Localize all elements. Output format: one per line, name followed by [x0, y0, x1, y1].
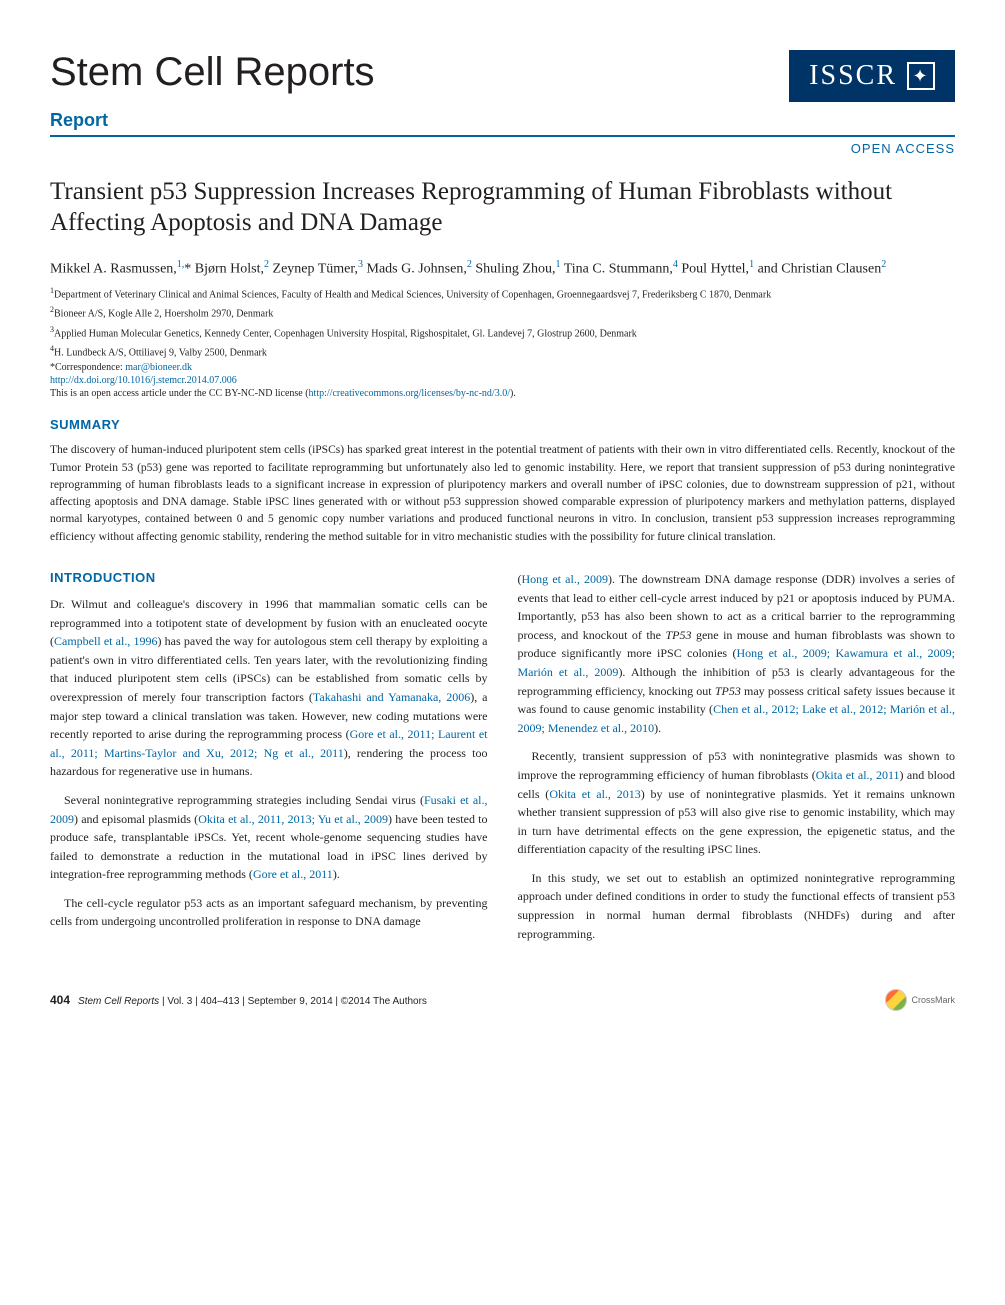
isscr-text: ISSCR — [809, 60, 897, 92]
correspondence-label: *Correspondence: — [50, 362, 125, 373]
body-paragraph: In this study, we set out to establish a… — [518, 869, 956, 943]
divider-row: OPEN ACCESS — [50, 135, 955, 156]
body-paragraph: Dr. Wilmut and colleague's discovery in … — [50, 595, 488, 781]
affiliation-line: 2Bioneer A/S, Kogle Alle 2, Hoersholm 29… — [50, 304, 955, 321]
header-row: Stem Cell Reports ISSCR ✦ — [50, 50, 955, 102]
journal-title-block: Stem Cell Reports — [50, 50, 375, 95]
isscr-icon: ✦ — [907, 62, 935, 90]
crossmark-label: CrossMark — [911, 995, 955, 1005]
isscr-badge: ISSCR ✦ — [789, 50, 955, 102]
affiliation-line: 1Department of Veterinary Clinical and A… — [50, 285, 955, 302]
license-note: This is an open access article under the… — [50, 388, 955, 399]
authors-list: Mikkel A. Rasmussen,1,* Bjørn Holst,2 Ze… — [50, 257, 955, 280]
body-paragraph: Several nonintegrative reprogramming str… — [50, 791, 488, 884]
license-prefix: This is an open access article under the… — [50, 388, 309, 399]
correspondence: *Correspondence: mar@bioneer.dk — [50, 362, 955, 373]
footer-ref: Stem Cell Reports | Vol. 3 | 404–413 | S… — [78, 996, 427, 1007]
intro-heading: INTRODUCTION — [50, 570, 488, 585]
page-number: 404 — [50, 993, 70, 1007]
journal-title: Stem Cell Reports — [50, 50, 375, 95]
article-title: Transient p53 Suppression Increases Repr… — [50, 176, 955, 239]
footer-journal: Stem Cell Reports — [78, 996, 159, 1007]
body-paragraph: (Hong et al., 2009). The downstream DNA … — [518, 570, 956, 737]
page-footer: 404 Stem Cell Reports | Vol. 3 | 404–413… — [50, 989, 955, 1011]
body-paragraph: Recently, transient suppression of p53 w… — [518, 747, 956, 859]
footer-left: 404 Stem Cell Reports | Vol. 3 | 404–413… — [50, 993, 427, 1007]
left-column: INTRODUCTION Dr. Wilmut and colleague's … — [50, 570, 488, 953]
footer-vol: | Vol. 3 | 404–413 | September 9, 2014 |… — [162, 996, 427, 1007]
summary-text: The discovery of human-induced pluripote… — [50, 442, 955, 546]
doi-link[interactable]: http://dx.doi.org/10.1016/j.stemcr.2014.… — [50, 375, 955, 386]
crossmark-icon — [885, 989, 907, 1011]
license-url[interactable]: http://creativecommons.org/licenses/by-n… — [309, 388, 510, 399]
affiliation-line: 4H. Lundbeck A/S, Ottiliavej 9, Valby 25… — [50, 343, 955, 360]
crossmark-badge[interactable]: CrossMark — [885, 989, 955, 1011]
affiliations: 1Department of Veterinary Clinical and A… — [50, 285, 955, 360]
two-column-body: INTRODUCTION Dr. Wilmut and colleague's … — [50, 570, 955, 953]
affiliation-line: 3Applied Human Molecular Genetics, Kenne… — [50, 324, 955, 341]
open-access-label: OPEN ACCESS — [851, 141, 955, 156]
report-label: Report — [50, 110, 955, 131]
body-paragraph: The cell-cycle regulator p53 acts as an … — [50, 894, 488, 931]
summary-heading: SUMMARY — [50, 417, 955, 432]
right-column: (Hong et al., 2009). The downstream DNA … — [518, 570, 956, 953]
correspondence-email[interactable]: mar@bioneer.dk — [125, 362, 192, 373]
license-suffix: ). — [510, 388, 516, 399]
